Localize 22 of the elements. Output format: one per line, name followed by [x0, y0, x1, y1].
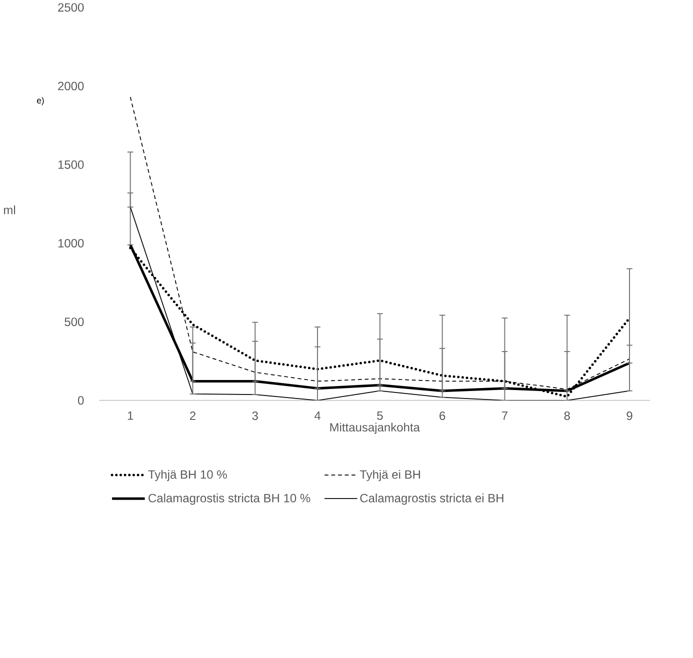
legend-label: Tyhjä ei BH: [360, 470, 420, 482]
y-tick-label: 2500: [58, 3, 84, 12]
y-tick-label: 0: [78, 396, 84, 405]
x-tick-label: 3: [252, 411, 258, 420]
x-tick-label: 5: [377, 411, 383, 420]
x-tick-label: 1: [128, 411, 134, 420]
x-tick-label: 2: [190, 411, 196, 420]
y-tick-label: 500: [64, 317, 84, 326]
y-tick-label: 1000: [58, 238, 84, 248]
legend-label: Calamagrostis stricta BH 10 %: [148, 493, 310, 505]
x-axis-title: Mittausajankohta: [330, 422, 420, 434]
x-tick-label: 8: [564, 411, 570, 420]
y-tick-label: 2000: [58, 82, 84, 90]
x-tick-label: 9: [626, 411, 632, 420]
legend-label: Tyhjä BH 10 %: [148, 470, 227, 482]
y-axis-title: ml: [4, 205, 16, 214]
legend-label: Calamagrostis stricta ei BH: [360, 493, 504, 505]
y-tick-label: 1500: [58, 160, 84, 169]
text: e): [36, 97, 44, 106]
x-tick-label: 6: [440, 411, 446, 420]
x-tick-label: 4: [314, 411, 321, 420]
x-tick-label: 7: [502, 411, 508, 420]
